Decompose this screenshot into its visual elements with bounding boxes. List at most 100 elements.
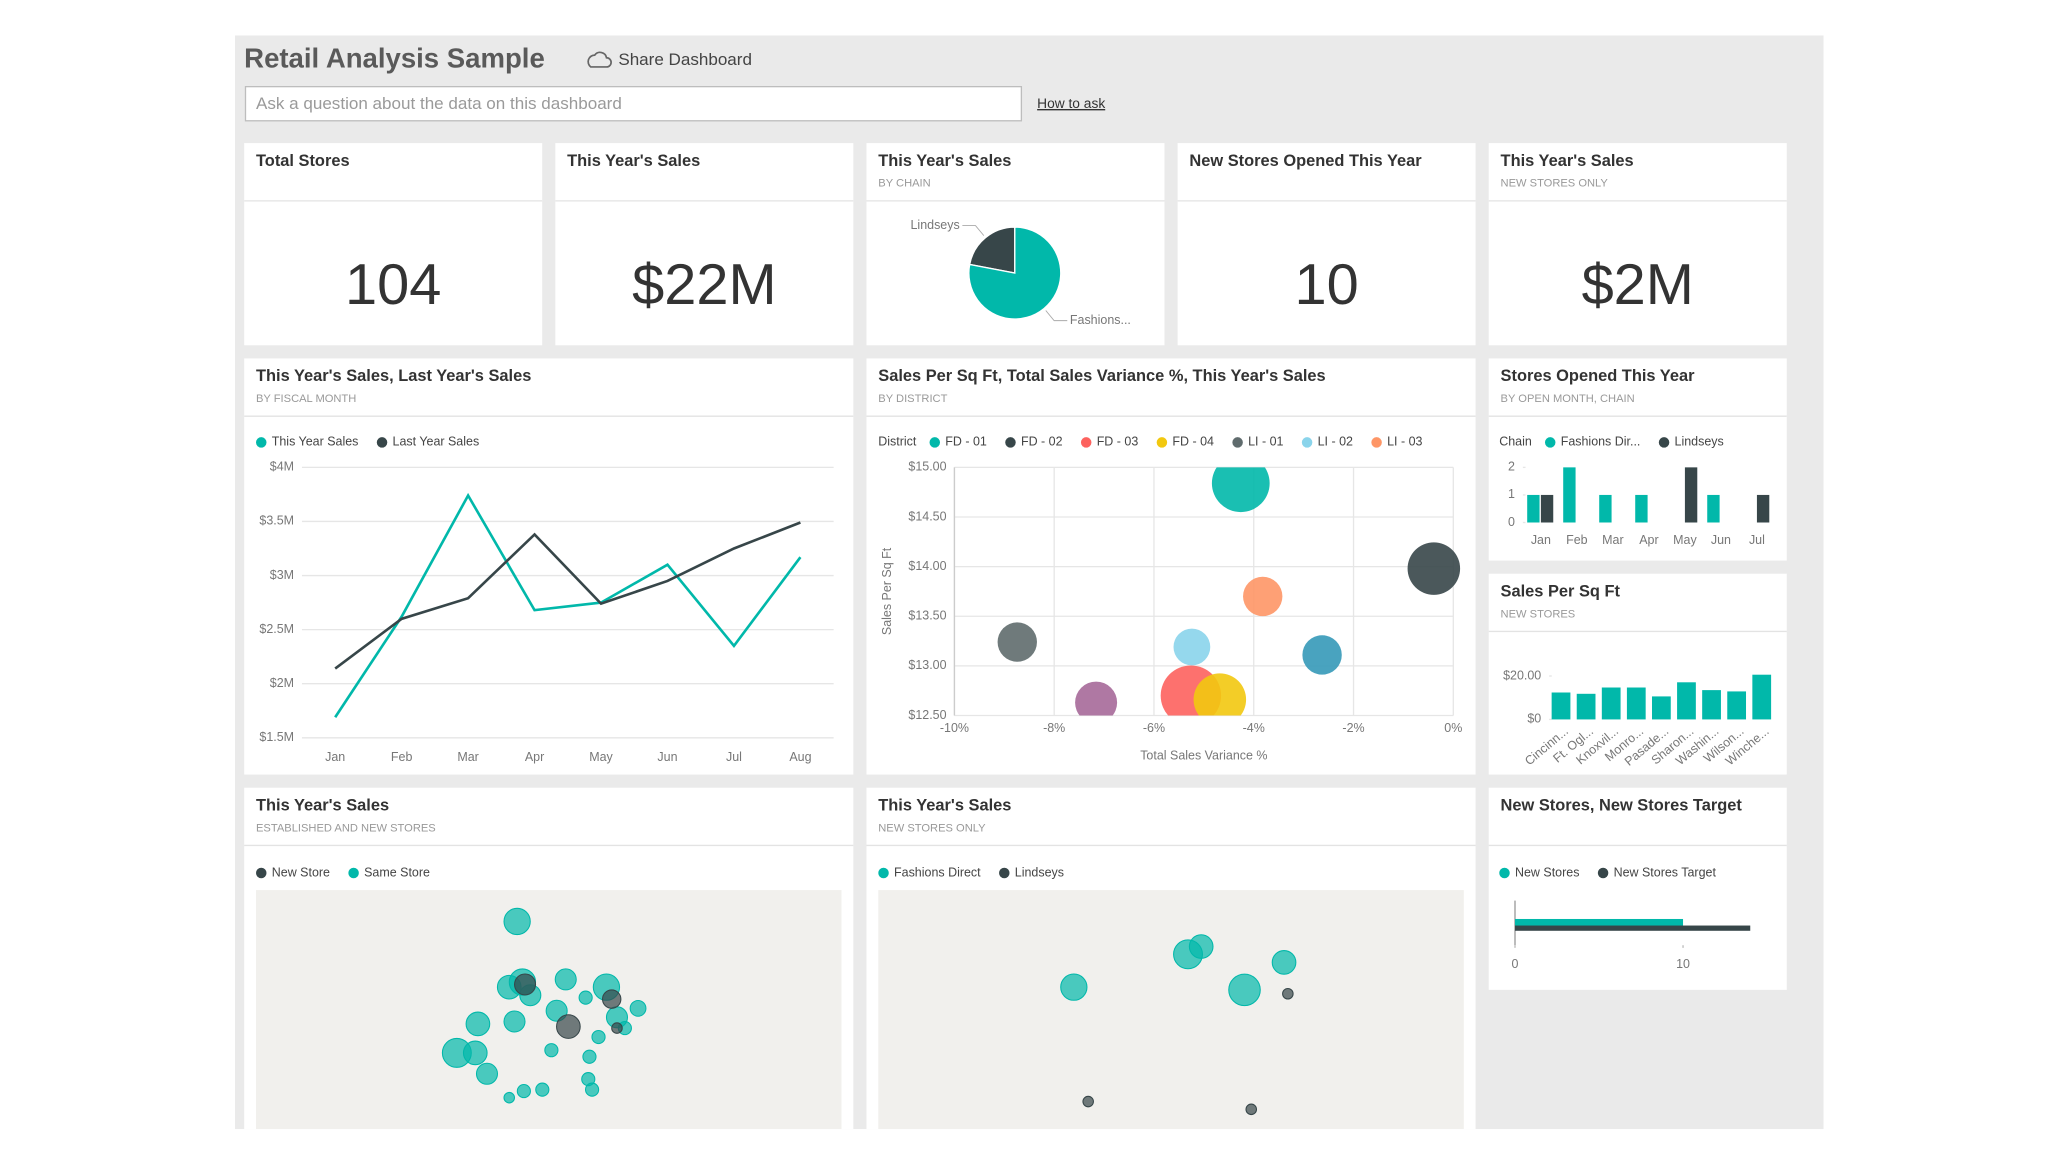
map-bubble[interactable] (601, 989, 622, 1009)
bar (1702, 690, 1721, 720)
map-bubble[interactable] (1282, 987, 1294, 1000)
legend-swatch (1301, 437, 1313, 448)
tile-subtitle: ESTABLISHED AND NEW STORES (256, 822, 436, 834)
pie-leader (1045, 310, 1068, 322)
map-bubble[interactable] (584, 1082, 600, 1097)
tile-subtitle: NEW STORES ONLY (1501, 178, 1609, 190)
tile[interactable] (244, 143, 543, 346)
x-tick-label: -8% (1043, 721, 1065, 735)
legend-swatch (878, 867, 889, 879)
map-background[interactable] (878, 890, 1464, 1130)
legend-swatch (256, 867, 267, 879)
legend-label: Fashions Dir... (1561, 435, 1641, 449)
x-tick-label: Aug (789, 750, 811, 764)
share-dashboard[interactable]: Share Dashboard (618, 50, 752, 69)
tile[interactable] (1488, 143, 1787, 346)
tile-title: This Year's Sales (878, 152, 1011, 170)
tile-subtitle: BY CHAIN (878, 178, 930, 190)
share-icon[interactable] (587, 51, 612, 68)
map-bubble[interactable] (1188, 934, 1214, 959)
map-bubble[interactable] (1228, 973, 1261, 1007)
tile-subtitle: NEW STORES ONLY (878, 822, 986, 834)
map-bubble[interactable] (516, 1084, 531, 1099)
map-bubble[interactable] (578, 990, 593, 1005)
qa-search-box[interactable] (244, 85, 1023, 122)
map-bubble[interactable] (1271, 950, 1297, 975)
tile[interactable] (1177, 143, 1476, 346)
map-bubble[interactable] (611, 1022, 623, 1034)
map-bubble[interactable] (503, 1010, 526, 1033)
map-bubble[interactable] (1245, 1103, 1258, 1116)
y-tick-label: 0 (1508, 515, 1515, 529)
legend-title: Chain (1499, 435, 1532, 449)
y-tick-label: $3.5M (259, 514, 294, 528)
legend-swatch (1080, 437, 1092, 448)
map-bubble[interactable] (503, 1091, 516, 1104)
bar (1551, 692, 1571, 720)
bar (1599, 494, 1612, 523)
map-bubble[interactable] (475, 1062, 499, 1085)
tile[interactable] (1488, 787, 1787, 990)
map-bubble[interactable] (554, 968, 577, 991)
legend-swatch (1156, 437, 1168, 448)
bar (1635, 494, 1648, 523)
legend-label: New Store (272, 865, 330, 879)
y-axis-title: Sales Per Sq Ft (880, 547, 894, 635)
x-tick-label: Jul (726, 750, 742, 764)
x-tick-label: Jan (1531, 533, 1551, 547)
tile-title: Sales Per Sq Ft, Total Sales Variance %,… (878, 367, 1325, 385)
tile-subtitle: BY OPEN MONTH, CHAIN (1501, 393, 1635, 405)
tile[interactable] (1488, 358, 1787, 561)
map-bubble[interactable] (462, 1040, 488, 1066)
map-bubble[interactable] (514, 973, 537, 996)
card-value: 10 (1294, 253, 1358, 317)
legend-swatch (1658, 437, 1670, 448)
map-bubble[interactable] (556, 1014, 581, 1039)
map-bubble[interactable] (582, 1049, 597, 1064)
y-tick-label: $1.5M (259, 730, 294, 744)
tile-subtitle: BY DISTRICT (878, 393, 947, 405)
qa-placeholder[interactable]: Ask a question about the data on this da… (256, 94, 622, 113)
bubble (1193, 673, 1247, 716)
legend-swatch (1597, 867, 1609, 879)
x-tick-label: 10 (1676, 957, 1690, 971)
bar (1727, 691, 1747, 720)
tile-title: New Stores, New Stores Target (1501, 796, 1743, 814)
y-tick-label: $2.5M (259, 622, 294, 636)
x-tick-label: Apr (1639, 533, 1658, 547)
y-tick-label: $0 (1527, 712, 1541, 726)
legend-swatch (376, 437, 388, 448)
y-tick-label: $14.50 (908, 509, 946, 523)
bar (1601, 687, 1621, 720)
x-tick-label: Jun (1711, 533, 1731, 547)
pie-label: Fashions... (1070, 313, 1131, 327)
legend-title: District (878, 435, 917, 449)
legend-label: This Year Sales (272, 435, 359, 449)
x-tick-label: 0 (1512, 957, 1519, 971)
tile-title: Stores Opened This Year (1501, 367, 1696, 385)
map-bubble[interactable] (1060, 973, 1088, 1001)
map-bubble[interactable] (544, 1043, 559, 1058)
map-bubble[interactable] (1082, 1095, 1094, 1108)
tile[interactable] (244, 358, 854, 775)
y-tick-label: $13.50 (908, 609, 946, 623)
x-tick-label: Jan (325, 750, 345, 764)
map-bubble[interactable] (535, 1082, 550, 1097)
map-bubble[interactable] (591, 1029, 606, 1045)
tile-title: Total Stores (256, 152, 350, 170)
tile[interactable] (555, 143, 854, 346)
legend-label: Last Year Sales (393, 435, 480, 449)
map-bubble[interactable] (465, 1011, 491, 1037)
y-tick-label: 2 (1508, 460, 1515, 474)
map-bubble[interactable] (629, 999, 647, 1017)
x-tick-label: -10% (940, 721, 969, 735)
card-value: $2M (1582, 253, 1694, 317)
tile[interactable] (1488, 573, 1787, 775)
how-to-ask-link[interactable]: How to ask (1037, 96, 1105, 111)
legend-swatch (1499, 867, 1510, 879)
bubble (1211, 467, 1270, 513)
map-bubble[interactable] (545, 999, 568, 1022)
legend-label: FD - 02 (1021, 435, 1063, 449)
map-bubble[interactable] (503, 907, 531, 936)
bubble (1407, 542, 1461, 595)
